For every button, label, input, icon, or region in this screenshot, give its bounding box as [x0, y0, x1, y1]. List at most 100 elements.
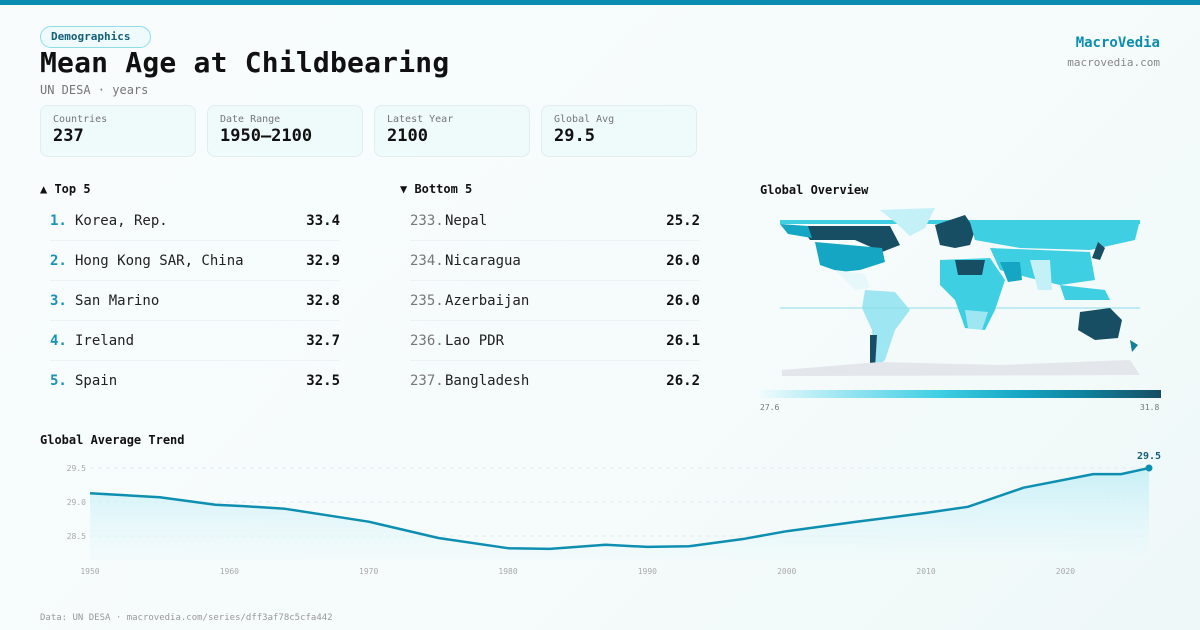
region-south-america[interactable] — [862, 290, 910, 368]
rank-number: 5. — [50, 373, 67, 389]
rank-number: 237. — [410, 373, 444, 389]
list-item[interactable]: 1. Korea, Rep. 33.4 — [50, 201, 340, 241]
stat-card-countries: Countries 237 — [40, 105, 196, 157]
country-value: 32.5 — [306, 373, 340, 389]
rank-number: 235. — [410, 292, 444, 309]
page-title: Mean Age at Childbearing — [40, 46, 450, 79]
legend-max-label: 31.8 — [1140, 403, 1160, 412]
stat-label: Latest Year — [387, 114, 454, 125]
country-name: Nepal — [445, 212, 488, 229]
y-axis-ticks: 29.5 29.0 28.5 — [67, 464, 86, 541]
x-tick-label: 1980 — [498, 567, 517, 576]
x-axis-ticks: 1950 1960 1970 1980 1990 2000 2010 2020 — [80, 567, 1075, 576]
list-item[interactable]: 234. Nicaragua 26.0 — [410, 241, 700, 281]
rank-number: 2. — [50, 252, 67, 269]
region-europe[interactable] — [935, 215, 975, 248]
region-alaska[interactable] — [780, 224, 812, 238]
trend-end-point[interactable] — [1145, 464, 1153, 472]
region-usa[interactable] — [815, 242, 885, 272]
region-new-zealand[interactable] — [1130, 340, 1138, 352]
region-southern-africa — [965, 310, 988, 330]
stat-label: Global Avg — [554, 114, 615, 125]
category-badge[interactable]: Demographics — [40, 26, 152, 48]
country-value: 25.2 — [666, 212, 700, 229]
top-accent-bar — [0, 0, 1200, 5]
stat-label: Date Range — [220, 114, 281, 125]
trend-line — [89, 466, 1150, 551]
country-name: Spain — [75, 373, 118, 389]
country-name: Ireland — [75, 332, 135, 349]
country-name: San Marino — [75, 292, 160, 309]
region-canada[interactable] — [800, 226, 900, 252]
brand-logo[interactable]: MacroVedia — [1075, 35, 1160, 51]
rank-number: 234. — [410, 252, 444, 269]
x-tick-label: 1990 — [638, 567, 657, 576]
y-tick-label: 29.5 — [67, 464, 86, 473]
stat-card-global-avg: Global Avg 29.5 — [541, 105, 697, 157]
x-tick-label: 1970 — [359, 567, 378, 576]
region-southeast-asia[interactable] — [1060, 285, 1110, 300]
list-item[interactable]: 4. Ireland 32.7 — [50, 321, 340, 361]
rank-number: 3. — [50, 292, 67, 309]
region-australia[interactable] — [1078, 308, 1122, 340]
list-item[interactable]: 233. Nepal 25.2 — [410, 201, 700, 241]
trend-end-label: 29.5 — [1137, 451, 1161, 462]
region-central-america[interactable] — [835, 270, 870, 290]
y-tick-label: 29.0 — [67, 498, 86, 507]
list-item[interactable]: 237. Bangladesh 26.2 — [410, 361, 700, 401]
list-item[interactable]: 236. Lao PDR 26.1 — [410, 321, 700, 361]
stat-value: 29.5 — [554, 126, 595, 146]
bottom5-title: ▼ Bottom 5 — [400, 182, 473, 196]
country-name: Hong Kong SAR, China — [75, 252, 244, 269]
region-greenland[interactable] — [880, 208, 935, 236]
map-title: Global Overview — [760, 183, 869, 197]
world-choropleth-map[interactable] — [760, 200, 1160, 380]
color-scale-legend — [760, 390, 1161, 398]
country-value: 33.4 — [306, 212, 340, 229]
list-item[interactable]: 3. San Marino 32.8 — [50, 281, 340, 321]
footer-source: Data: UN DESA · macrovedia.com/series/df… — [40, 613, 333, 623]
country-value: 32.9 — [306, 252, 340, 269]
x-tick-label: 2010 — [916, 567, 935, 576]
region-russia[interactable] — [970, 220, 1140, 250]
trend-chart-title: Global Average Trend — [40, 433, 185, 447]
stat-value: 1950–2100 — [220, 126, 313, 146]
bottom5-list: 233. Nepal 25.2 234. Nicaragua 26.0 235.… — [410, 201, 700, 401]
region-chile — [870, 335, 877, 368]
x-tick-label: 2020 — [1056, 567, 1075, 576]
rank-number: 236. — [410, 332, 444, 349]
region-middle-east[interactable] — [1000, 262, 1022, 282]
list-item[interactable]: 235. Azerbaijan 26.0 — [410, 281, 700, 321]
stat-value: 237 — [53, 126, 84, 146]
country-name: Korea, Rep. — [75, 212, 168, 229]
rank-number: 4. — [50, 332, 67, 349]
trend-chart[interactable]: 29.5 29.0 28.5 1950 1960 1970 1980 1990 2000 201… — [40, 445, 1170, 580]
rank-number: 1. — [50, 212, 67, 229]
region-india[interactable] — [1030, 260, 1052, 290]
list-item[interactable]: 2. Hong Kong SAR, China 32.9 — [50, 241, 340, 281]
rank-number: 233. — [410, 212, 444, 229]
x-tick-label: 1960 — [220, 567, 239, 576]
y-tick-label: 28.5 — [67, 532, 86, 541]
country-value: 26.0 — [666, 292, 700, 309]
brand-url[interactable]: macrovedia.com — [1067, 56, 1160, 69]
country-value: 26.2 — [666, 373, 700, 389]
x-tick-label: 2000 — [777, 567, 796, 576]
stat-card-latest-year: Latest Year 2100 — [374, 105, 530, 157]
list-item[interactable]: 5. Spain 32.5 — [50, 361, 340, 401]
region-africa[interactable] — [940, 258, 1005, 330]
region-antarctica — [782, 360, 1140, 376]
legend-min-label: 27.6 — [760, 403, 780, 412]
trend-area — [90, 468, 1149, 560]
region-japan[interactable] — [1092, 242, 1105, 260]
country-name: Bangladesh — [445, 373, 530, 389]
stats-row: Countries 237 Date Range 1950–2100 Lates… — [40, 105, 697, 157]
top5-title: ▲ Top 5 — [40, 182, 91, 196]
stat-label: Countries — [53, 114, 108, 125]
country-value: 26.0 — [666, 252, 700, 269]
stat-value: 2100 — [387, 126, 428, 146]
country-name: Azerbaijan — [445, 292, 530, 309]
country-value: 32.7 — [306, 332, 340, 349]
country-name: Lao PDR — [445, 332, 505, 349]
country-name: Nicaragua — [445, 252, 521, 269]
